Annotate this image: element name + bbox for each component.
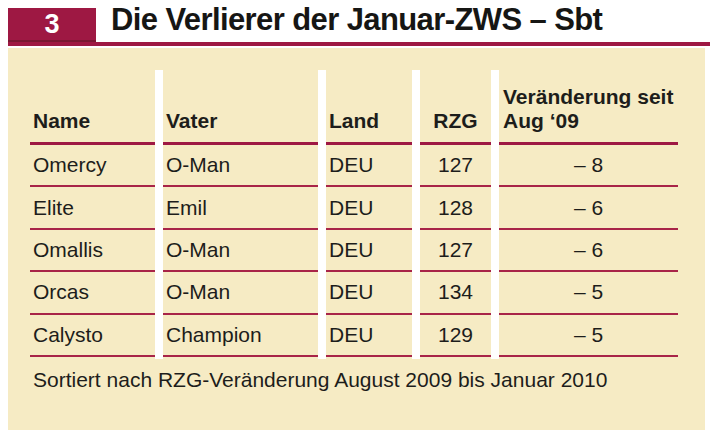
table-row: EliteEmilDEU128– 6 [30,187,678,229]
header-rzg: RZG [420,48,491,145]
cell-name: Elite [30,187,155,229]
cell-vater: Emil [163,187,318,229]
header-vater: Vater [163,48,318,145]
title-rule [8,42,710,46]
cell-land: DEU [326,145,412,187]
slide-number: 3 [44,9,59,40]
cell-land: DEU [326,315,412,357]
slide-number-badge: 3 [8,8,96,40]
cell-vater: O-Man [163,230,318,272]
cell-name: Orcas [30,272,155,314]
header-land: Land [326,48,412,145]
table-header-row: Name Vater Land RZG Veränderung seit Aug… [30,48,678,145]
cell-name: Omercy [30,145,155,187]
table-panel: Name Vater Land RZG Veränderung seit Aug… [8,48,705,430]
cell-veraenderung: – 8 [499,145,678,187]
cell-rzg: 127 [420,230,491,272]
cell-rzg: 127 [420,145,491,187]
table-body: OmercyO-ManDEU127– 8EliteEmilDEU128– 6Om… [30,145,678,357]
cell-veraenderung: – 5 [499,315,678,357]
table-row: CalystoChampionDEU129– 5 [30,315,678,357]
cell-rzg: 129 [420,315,491,357]
cell-name: Omallis [30,230,155,272]
cell-veraenderung: – 6 [499,230,678,272]
cell-name: Calysto [30,315,155,357]
cell-land: DEU [326,187,412,229]
table-row: OmercyO-ManDEU127– 8 [30,145,678,187]
cell-rzg: 128 [420,187,491,229]
cell-vater: O-Man [163,145,318,187]
losers-table: Name Vater Land RZG Veränderung seit Aug… [30,48,678,357]
header-name: Name [30,48,155,145]
cell-veraenderung: – 6 [499,187,678,229]
cell-veraenderung: – 5 [499,272,678,314]
header-veraenderung: Veränderung seit Aug ‘09 [499,48,678,145]
table-row: OrcasO-ManDEU134– 5 [30,272,678,314]
table-row: OmallisO-ManDEU127– 6 [30,230,678,272]
cell-land: DEU [326,230,412,272]
cell-vater: Champion [163,315,318,357]
cell-rzg: 134 [420,272,491,314]
sort-note: Sortiert nach RZG-Veränderung August 200… [33,368,607,392]
cell-land: DEU [326,272,412,314]
page-title: Die Verlierer der Januar-ZWS – Sbt [111,2,602,38]
cell-vater: O-Man [163,272,318,314]
